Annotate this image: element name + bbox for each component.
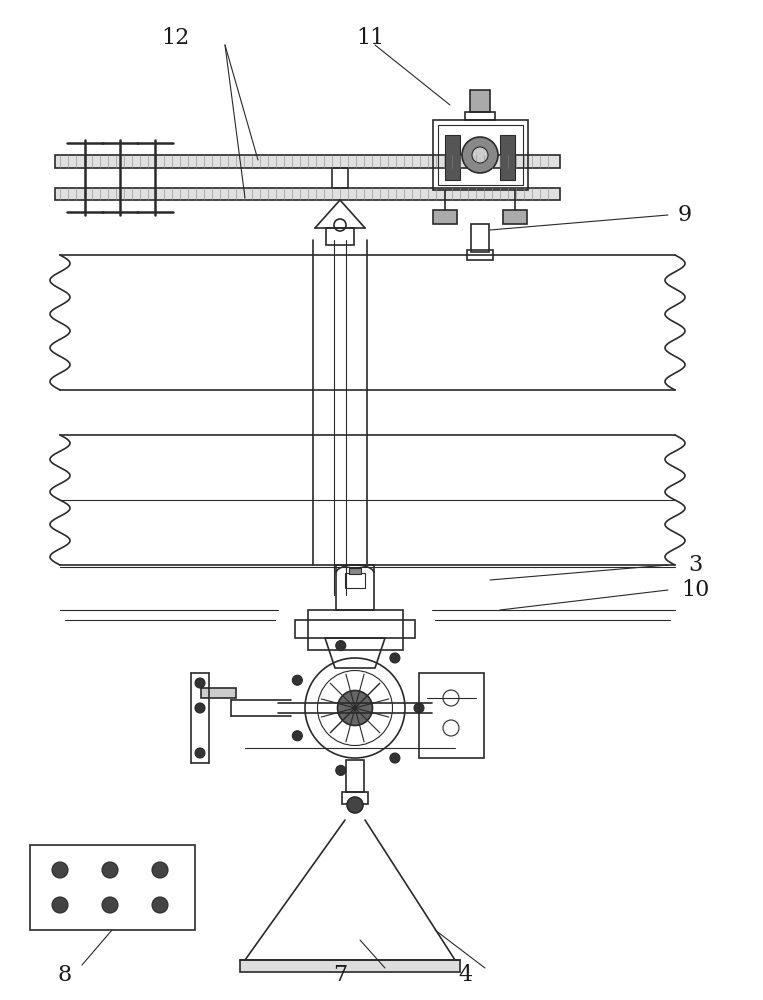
Circle shape — [52, 862, 68, 878]
Bar — [308, 610, 403, 650]
Circle shape — [102, 897, 118, 913]
Circle shape — [195, 748, 205, 758]
Circle shape — [390, 753, 400, 763]
Circle shape — [336, 641, 346, 651]
Circle shape — [195, 703, 205, 713]
Text: 7: 7 — [333, 964, 347, 986]
Circle shape — [195, 678, 205, 688]
Circle shape — [337, 690, 372, 726]
Bar — [240, 960, 460, 972]
Bar — [433, 210, 457, 224]
Bar — [30, 845, 195, 930]
Bar — [55, 155, 560, 168]
Circle shape — [102, 862, 118, 878]
Bar — [55, 188, 560, 200]
Bar — [336, 565, 374, 610]
Circle shape — [336, 765, 346, 775]
Circle shape — [292, 731, 302, 741]
Bar — [470, 90, 490, 112]
Circle shape — [52, 897, 68, 913]
Text: 8: 8 — [58, 964, 72, 986]
Circle shape — [472, 147, 488, 163]
Bar — [467, 250, 493, 260]
Bar — [342, 792, 368, 804]
Bar — [433, 120, 528, 190]
Circle shape — [152, 862, 168, 878]
Text: 11: 11 — [356, 27, 384, 49]
Text: 12: 12 — [161, 27, 189, 49]
Bar — [465, 112, 495, 120]
Bar — [503, 210, 527, 224]
Circle shape — [462, 137, 498, 173]
Bar — [438, 125, 523, 185]
Text: 4: 4 — [458, 964, 472, 986]
Bar — [349, 568, 361, 574]
Bar — [345, 573, 365, 588]
Circle shape — [414, 703, 424, 713]
Text: 9: 9 — [678, 204, 692, 226]
Bar — [500, 135, 515, 180]
Bar — [346, 760, 364, 792]
Circle shape — [390, 653, 400, 663]
Bar — [295, 620, 415, 638]
Circle shape — [292, 675, 302, 685]
Text: 3: 3 — [688, 554, 702, 576]
Bar — [201, 688, 236, 698]
Circle shape — [152, 897, 168, 913]
Bar — [326, 228, 354, 245]
Bar — [419, 673, 484, 758]
Bar — [332, 168, 348, 188]
Text: 10: 10 — [681, 579, 709, 601]
Bar — [445, 135, 460, 180]
Bar — [471, 224, 489, 252]
Circle shape — [347, 797, 363, 813]
